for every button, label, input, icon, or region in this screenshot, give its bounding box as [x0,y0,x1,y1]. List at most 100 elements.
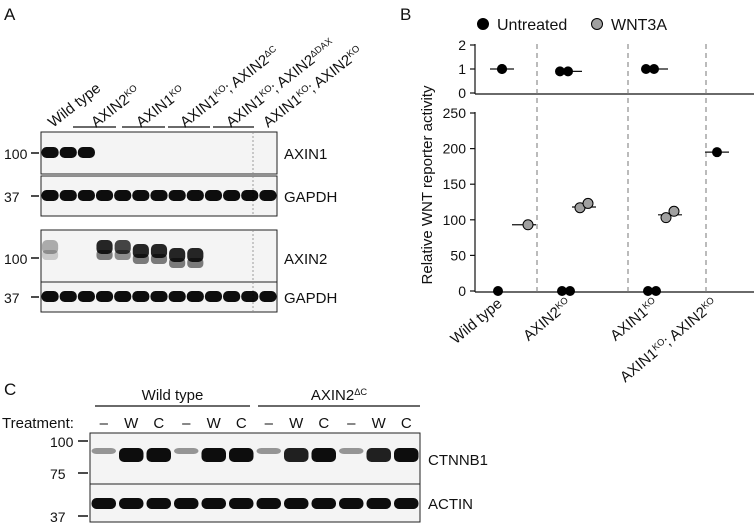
band [201,498,226,509]
data-point-wnt3a [668,205,680,217]
band [187,258,204,268]
data-point-untreated [493,286,503,296]
band [284,498,309,509]
panel-c-blots: CTNNB1 100 75 ACTIN 37 [50,432,488,525]
band [41,147,59,158]
band [132,190,150,201]
tick-label: 250 [443,105,467,121]
band [259,291,277,302]
treatment-code: – [347,415,356,432]
band [95,291,114,302]
blot-axin1: AXIN1 100 [4,131,327,175]
band [339,498,364,509]
blot-ctnnb1: CTNNB1 100 75 [50,432,488,486]
band [339,448,364,454]
band [77,291,95,302]
band [174,448,199,454]
band [150,190,168,201]
treatment-code: – [265,415,274,432]
x-tick-label: AXIN1KO [607,295,661,345]
data-point-untreated [651,286,661,296]
treatment-code: W [372,415,387,432]
mw-marker: 37 [4,189,20,205]
blot-axin2: AXIN2 100 [4,229,327,287]
data-point-untreated [565,286,575,296]
data-point-wnt3a [660,212,672,224]
data-point-untreated [649,64,659,74]
band [229,498,254,509]
blot-frame [89,483,421,523]
band [42,240,59,254]
treatment-code: – [182,415,191,432]
band [204,190,223,201]
treatment-code: W [207,415,222,432]
blot-actin: ACTIN 37 [50,483,473,525]
band [256,448,281,454]
band [186,190,204,201]
data-point-untreated [557,286,567,296]
tick-label: 200 [443,141,467,157]
data-point-untreated [641,64,651,74]
tick-label: 50 [450,247,466,263]
legend-marker [477,18,489,30]
band [204,291,223,302]
data-point-untreated [643,286,653,296]
band [132,291,150,302]
data-point-wnt3a [522,219,534,231]
band [169,258,186,268]
group-label: AXIN2ΔC [311,387,368,404]
data-point-wnt3a [582,197,594,209]
chart: 0 1 2 0 50 100 150 200 250 Wild type AXIN2KO AXIN1K… [443,37,754,386]
band [96,250,113,260]
panel-b-legend: Untreated WNT3A [477,17,667,34]
y-axis-label: Relative WNT reporter activity [419,85,436,284]
blot-frame [89,432,421,486]
treatment-code: C [401,415,412,432]
mw-marker: 75 [50,466,66,482]
tick-label: 2 [458,37,466,53]
panel-b-letter: B [400,5,411,24]
band [394,498,419,509]
band [114,240,131,254]
data-point-untreated [555,66,565,77]
panel-a-blots: AXIN1 100 GAPDH 37 AXIN2 100 GAPDH 37 [4,131,337,313]
band [95,190,114,201]
data-point-untreated [563,66,573,77]
panel-a-letter: A [4,5,16,24]
tick-label: 150 [443,176,467,192]
band [241,291,259,302]
tick-label: 0 [458,283,466,299]
band [223,190,241,201]
band [146,498,171,509]
blot-label: GAPDH [284,189,337,206]
blot-label: AXIN2 [284,251,327,268]
data-point-untreated [497,64,507,74]
mw-marker: 37 [4,290,20,306]
band [41,190,59,201]
mw-marker: 37 [50,509,66,525]
mw-marker: 100 [50,434,74,450]
x-tick-label: AXIN1KO; AXIN2KO [617,295,721,386]
band [41,291,59,302]
band [77,147,95,158]
band [174,498,199,509]
data-point-untreated [712,147,722,158]
band [150,254,168,264]
group-label: Wild type [142,387,204,404]
band [366,498,391,509]
band [186,291,204,302]
tick-label: 100 [443,212,467,228]
treatment-code: C [153,415,164,432]
treatment-code: C [236,415,247,432]
band [241,190,259,201]
band [150,291,168,302]
band [146,448,171,462]
blot-gapdh: GAPDH 37 [4,281,337,313]
band [119,448,144,462]
band [394,448,419,462]
band [259,190,277,201]
blot-gapdh: GAPDH 37 [4,175,337,217]
band [114,291,132,302]
